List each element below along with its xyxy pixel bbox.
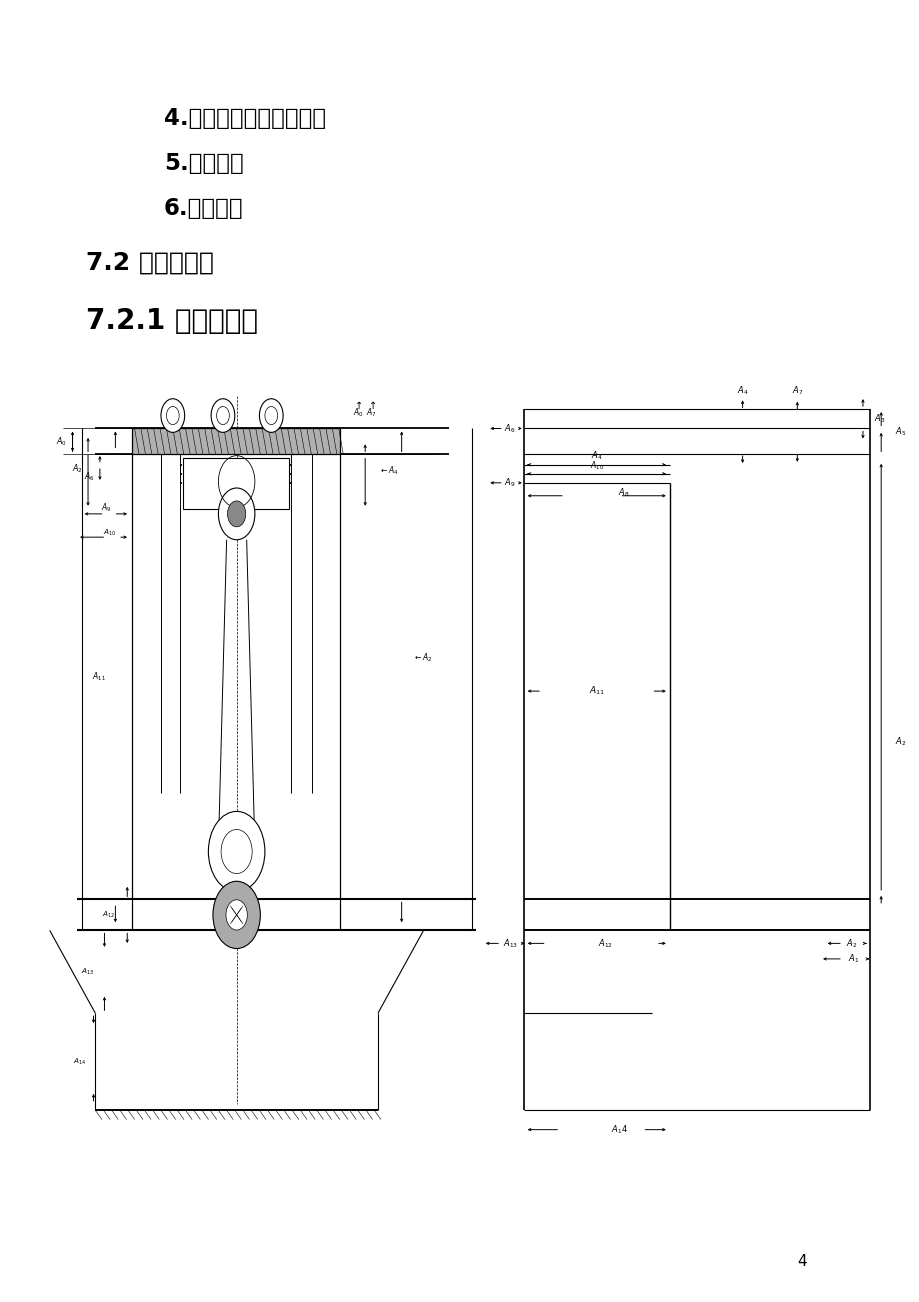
Circle shape: [209, 811, 265, 892]
FancyBboxPatch shape: [131, 428, 339, 454]
Text: $A_7$: $A_7$: [790, 384, 802, 397]
Bar: [183, 458, 289, 509]
Text: $A_8$: $A_8$: [618, 487, 630, 500]
Text: $\leftarrow A_2$: $\leftarrow A_2$: [412, 651, 432, 664]
Text: $A_1 4$: $A_1 4$: [610, 1124, 628, 1135]
Text: 4: 4: [796, 1254, 806, 1269]
Text: $A_2$: $A_2$: [894, 736, 905, 747]
Text: $A_0$: $A_0$: [352, 406, 363, 419]
Text: $A_{11}$: $A_{11}$: [92, 671, 106, 684]
Text: $\uparrow$: $\uparrow$: [353, 400, 362, 411]
Circle shape: [218, 488, 255, 540]
Text: 4.装配设备，即专用工具: 4.装配设备，即专用工具: [164, 107, 325, 129]
Text: $A_{14}$: $A_{14}$: [73, 1057, 86, 1066]
Text: $A_{12}$: $A_{12}$: [597, 937, 613, 949]
Text: $A_5$: $A_5$: [894, 426, 905, 437]
Circle shape: [161, 398, 185, 432]
Text: $\leftarrow A_4$: $\leftarrow A_4$: [379, 465, 398, 478]
Text: 7.2 装配尺寸链: 7.2 装配尺寸链: [86, 251, 214, 275]
Text: $A_2$: $A_2$: [845, 937, 857, 949]
Circle shape: [227, 501, 245, 527]
Text: $A_{11}$: $A_{11}$: [588, 685, 604, 698]
Text: $A_0$: $A_0$: [56, 435, 67, 448]
Text: $\uparrow$: $\uparrow$: [366, 400, 376, 411]
Circle shape: [210, 398, 234, 432]
Text: 5.工艺过程: 5.工艺过程: [164, 152, 244, 174]
Text: $A_7$: $A_7$: [366, 406, 377, 419]
Text: $A_3$: $A_3$: [873, 413, 884, 424]
Text: $A_9$: $A_9$: [504, 477, 516, 490]
Text: $A_4$: $A_4$: [590, 449, 602, 462]
Text: $A_2$: $A_2$: [72, 462, 83, 475]
Text: $A_6$: $A_6$: [84, 470, 95, 483]
Text: $A_{13}$: $A_{13}$: [502, 937, 517, 949]
Circle shape: [226, 900, 247, 930]
Text: $A_6$: $A_6$: [504, 422, 516, 435]
Text: $A_{12}$: $A_{12}$: [102, 910, 116, 921]
Text: 7.2.1 定义和组成: 7.2.1 定义和组成: [86, 307, 258, 335]
Text: $A_4$: $A_4$: [736, 384, 747, 397]
Circle shape: [212, 881, 260, 949]
Text: $A_{10}$: $A_{10}$: [589, 460, 603, 473]
Text: $A_1$: $A_1$: [847, 953, 858, 965]
Text: $A_{10}$: $A_{10}$: [103, 529, 117, 538]
Text: 6.技术范围: 6.技术范围: [164, 197, 243, 220]
Text: $A_{13}$: $A_{13}$: [81, 966, 95, 976]
Text: $A_9$: $A_9$: [101, 501, 111, 514]
Circle shape: [259, 398, 283, 432]
